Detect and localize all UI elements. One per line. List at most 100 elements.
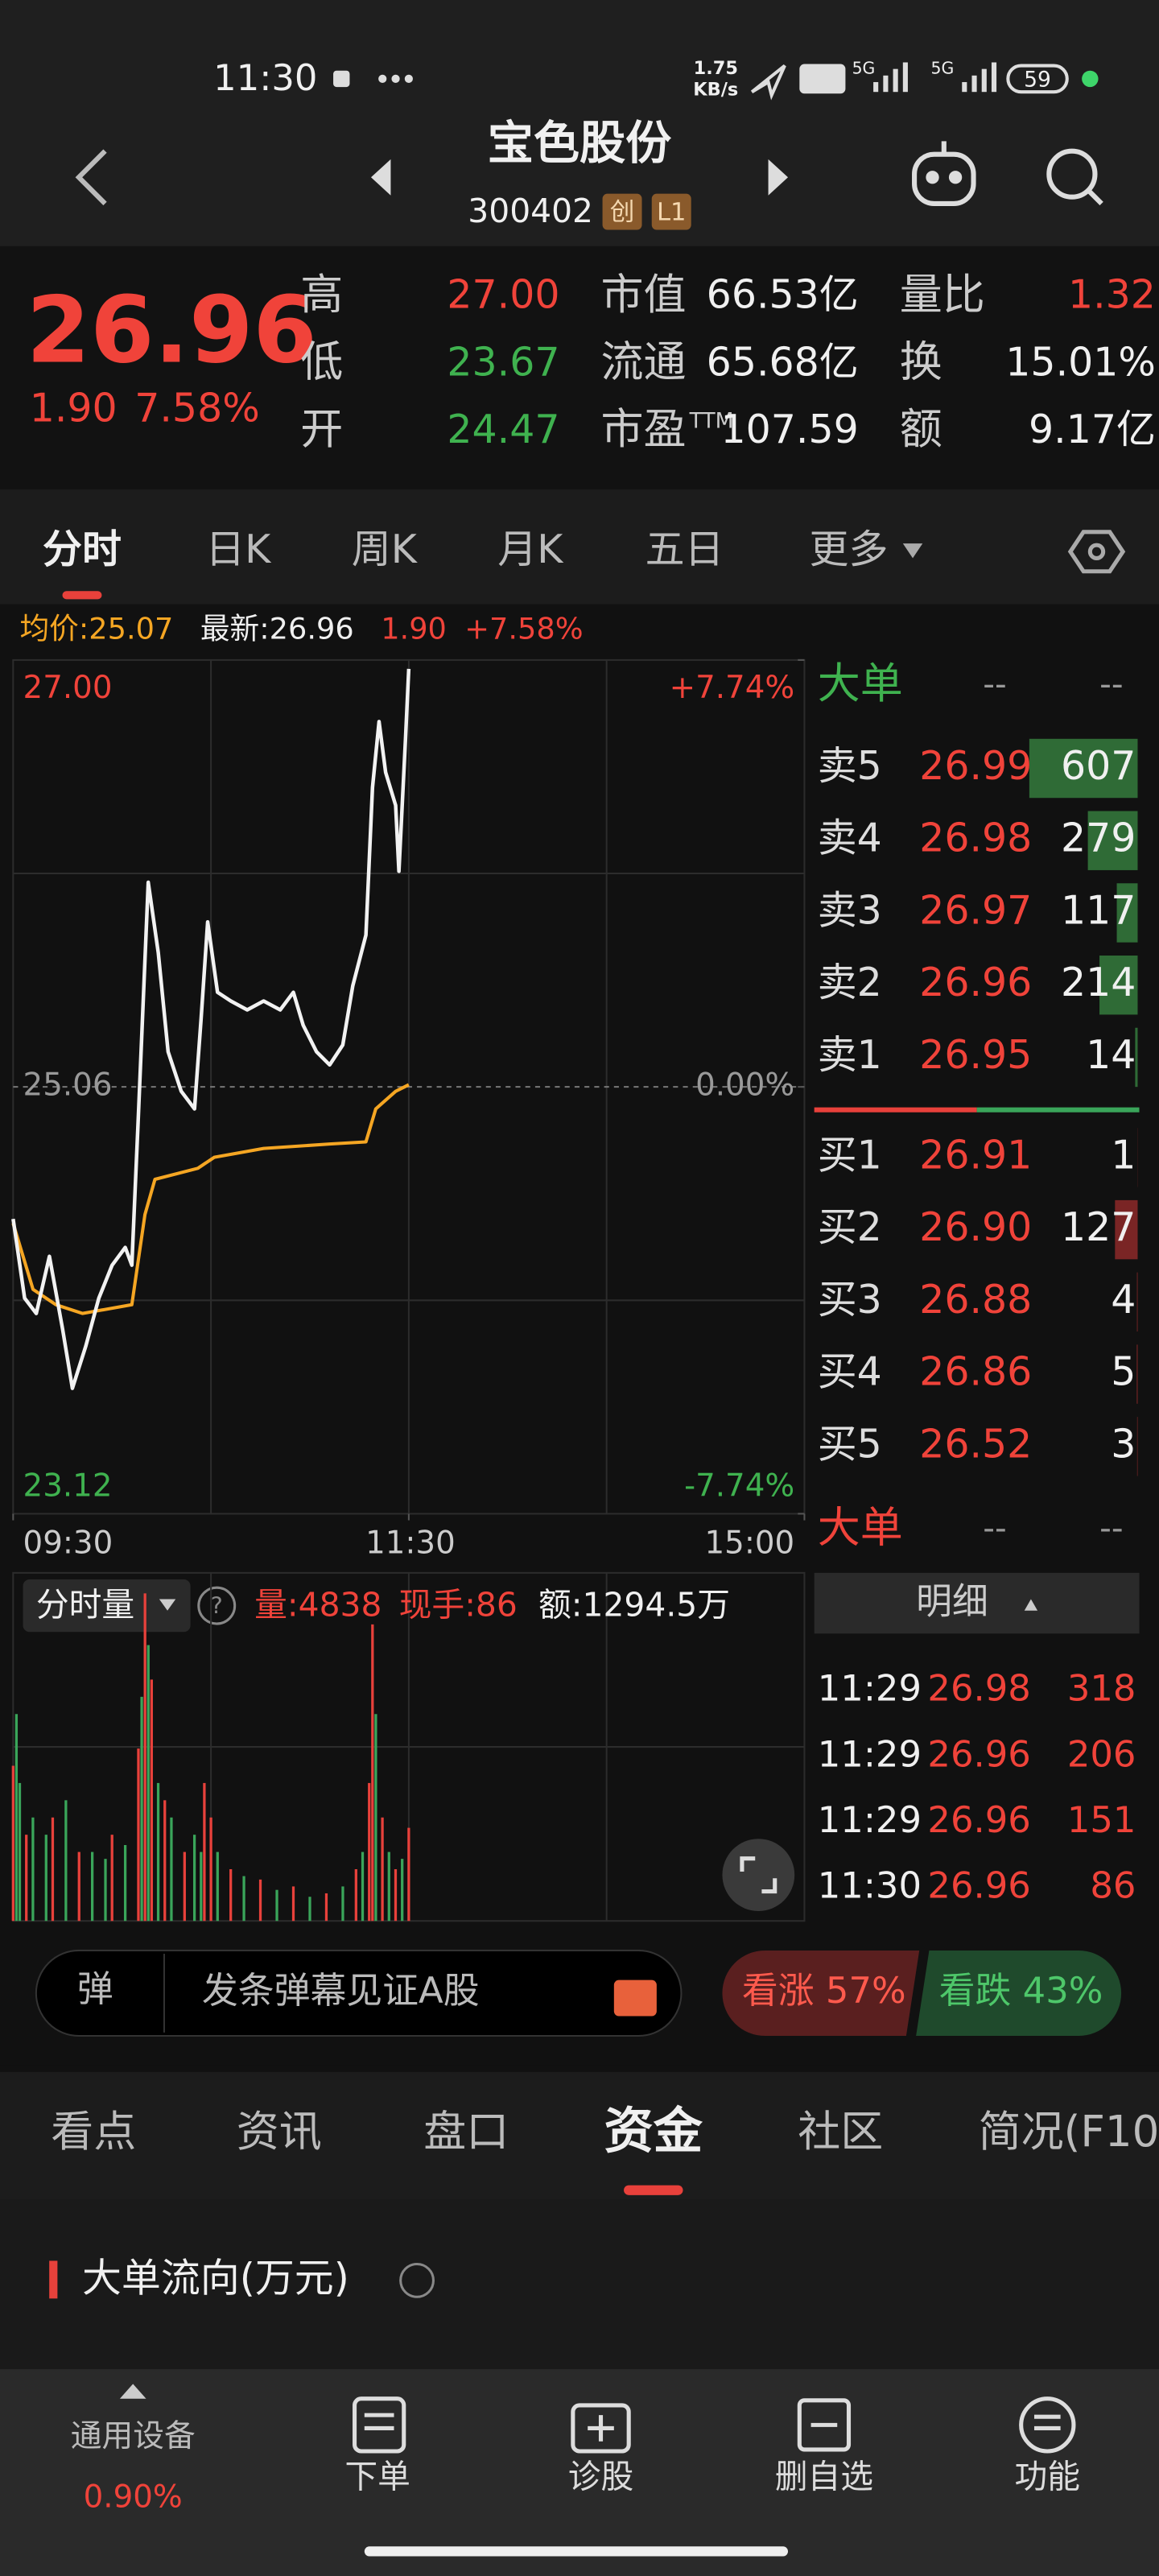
- trade-volume: 206: [1067, 1732, 1136, 1775]
- stat-label: 市值: [601, 270, 687, 320]
- x-tick-label: 09:30: [23, 1525, 113, 1562]
- nav-item[interactable]: 诊股: [568, 2458, 634, 2496]
- section-tab[interactable]: 简况(F10: [979, 2107, 1159, 2157]
- section-tab[interactable]: 社区: [798, 2107, 883, 2157]
- book-dash: --: [1099, 665, 1123, 704]
- volume-bar: [324, 1893, 328, 1922]
- volume-bar: [361, 1852, 365, 1922]
- help-icon[interactable]: [197, 1586, 237, 1625]
- nav-item[interactable]: 下单: [344, 2458, 410, 2496]
- tab[interactable]: 周K: [352, 526, 419, 572]
- tabs-bg: [0, 489, 1159, 605]
- next-stock[interactable]: [768, 159, 789, 196]
- book-volume: 4: [1111, 1277, 1136, 1323]
- section-tab[interactable]: 资金: [604, 2103, 703, 2160]
- volume-bar: [31, 1817, 35, 1922]
- trade-price: 26.98: [927, 1667, 1030, 1710]
- book-volume-bar: [1087, 811, 1138, 870]
- avg-line: [11, 1083, 410, 1315]
- section-tab[interactable]: 资讯: [237, 2107, 322, 2157]
- volume-bar: [18, 1782, 22, 1922]
- book-price: 26.52: [919, 1421, 1032, 1467]
- volume-bar: [401, 1859, 404, 1922]
- net-speed: 1.75: [694, 58, 738, 79]
- back-button[interactable]: [75, 149, 107, 206]
- book-label: 卖3: [818, 887, 882, 933]
- nav-item[interactable]: 删自选: [775, 2458, 873, 2496]
- nav-item[interactable]: 功能: [1015, 2458, 1081, 2496]
- volume-bar: [11, 1765, 14, 1922]
- bear-label[interactable]: 看跌 43%: [939, 1969, 1103, 2012]
- badge: [651, 193, 691, 230]
- section-title: 大单流向(万元): [82, 2255, 349, 2301]
- stat-value: 107.59: [721, 407, 859, 452]
- y-tick-label: 25.06: [23, 1067, 113, 1104]
- book-price: 26.88: [919, 1277, 1032, 1323]
- section-tab-underline: [624, 2185, 683, 2195]
- book-title: 大单: [818, 1502, 903, 1552]
- volume-bar: [163, 1800, 167, 1922]
- trades-title: 明细: [916, 1580, 988, 1623]
- book-dash: --: [983, 665, 1006, 704]
- gift-icon[interactable]: [613, 1979, 657, 2017]
- volume-total: 量:4838: [254, 1586, 382, 1624]
- stat-value: 23.67: [447, 339, 559, 385]
- search-icon[interactable]: [1046, 148, 1103, 206]
- volume-bar: [90, 1852, 94, 1922]
- y-tick-label: 27.00: [23, 670, 113, 706]
- nav-sector[interactable]: 通用设备: [71, 2418, 196, 2454]
- volume-bar: [341, 1886, 344, 1922]
- trade-time: 11:30: [818, 1864, 922, 1906]
- trade-price: 26.96: [927, 1732, 1030, 1775]
- volume-bar: [192, 1835, 196, 1922]
- book-price: 26.97: [919, 887, 1032, 933]
- book-volume-bar: [1099, 955, 1138, 1015]
- book-volume-bar: [1136, 1417, 1138, 1476]
- stat-value: 65.68亿: [707, 339, 859, 385]
- tab[interactable]: 分时: [43, 526, 122, 572]
- badge: [602, 193, 642, 230]
- section-tabs-bg: [0, 2071, 1159, 2200]
- badge-text: L1: [657, 199, 687, 227]
- stock-name: 宝色股份: [488, 117, 671, 170]
- bull-button[interactable]: [722, 1950, 920, 2036]
- book-label: 买5: [818, 1421, 882, 1467]
- trade-time: 11:29: [818, 1798, 922, 1841]
- network: 5G: [930, 59, 954, 78]
- volume-bar: [381, 1817, 384, 1922]
- book-price: 26.90: [919, 1204, 1032, 1250]
- book-volume-bar: [1136, 1272, 1138, 1332]
- volume-bar: [51, 1817, 55, 1922]
- section-tab[interactable]: 看点: [51, 2107, 136, 2157]
- stat-label: 流通: [601, 336, 687, 386]
- book-volume: 5: [1111, 1349, 1136, 1395]
- bull-label[interactable]: 看涨 57%: [742, 1969, 906, 2012]
- volume-bar: [387, 1852, 390, 1922]
- bear-button[interactable]: [916, 1950, 1122, 2036]
- settings-icon[interactable]: [1067, 530, 1126, 574]
- tab[interactable]: 月K: [497, 526, 564, 572]
- robot-icon[interactable]: [912, 141, 976, 206]
- trade-volume: 318: [1067, 1667, 1136, 1710]
- network: 5G: [852, 59, 876, 78]
- section-tab[interactable]: 盘口: [423, 2107, 509, 2157]
- latest-change: 1.90: [381, 612, 447, 646]
- info-icon[interactable]: [399, 2262, 435, 2298]
- trade-volume: 86: [1090, 1864, 1136, 1906]
- volume-bar: [14, 1714, 19, 1922]
- book-dash: --: [1099, 1509, 1123, 1547]
- danmu-input[interactable]: 发条弹幕见证A股: [202, 1969, 480, 2012]
- nav-up-arrow: [119, 2384, 146, 2399]
- tab[interactable]: 更多: [810, 526, 889, 572]
- book-title: 大单: [818, 658, 903, 708]
- book-price: 26.86: [919, 1349, 1032, 1395]
- volume-bar: [140, 1696, 143, 1922]
- danmu-bar[interactable]: [35, 1949, 683, 2037]
- volume-selector[interactable]: [23, 1579, 191, 1633]
- book-dash: --: [983, 1509, 1006, 1547]
- tab[interactable]: 五日: [645, 526, 724, 572]
- more-arrow: [902, 543, 923, 559]
- tab[interactable]: 日K: [205, 526, 272, 572]
- prev-stock[interactable]: [370, 159, 391, 196]
- expand-button[interactable]: [722, 1839, 795, 1911]
